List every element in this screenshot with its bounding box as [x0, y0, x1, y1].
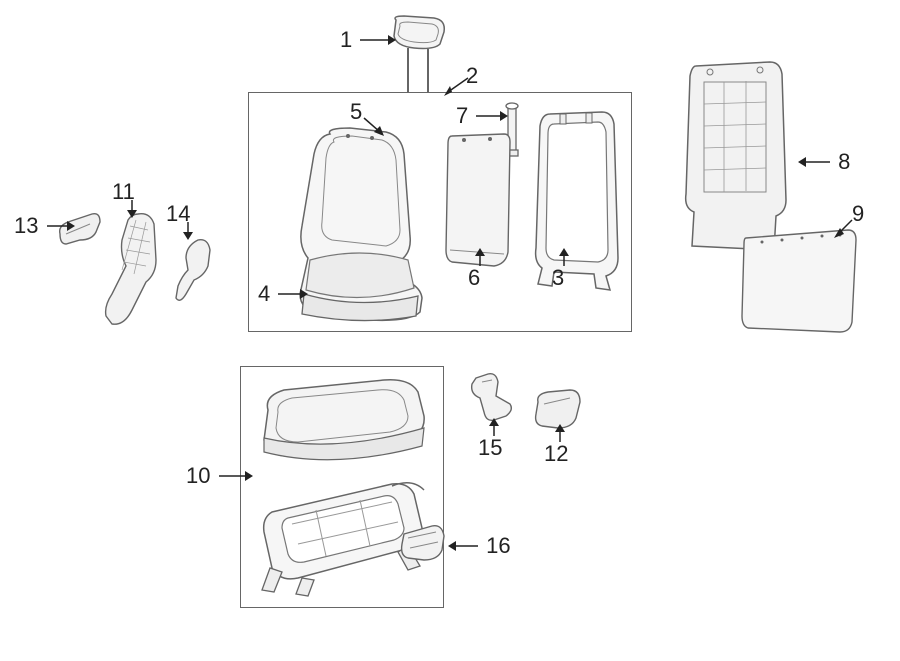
part-track-cover [398, 522, 448, 564]
arrow-9 [832, 218, 856, 240]
part-seat-back-cover [290, 126, 430, 326]
part-recliner-cover-inner [172, 236, 218, 306]
callout-13: 13 [14, 212, 75, 239]
part-recliner-cover-outer [102, 210, 162, 330]
part-seat-heater-pad [740, 228, 860, 338]
arrow-14 [180, 220, 196, 240]
callout-2: 2 [466, 62, 478, 89]
callout-1: 1 [340, 26, 396, 53]
callout-8: 8 [798, 148, 850, 175]
callout-3: 3 [552, 264, 564, 291]
parts-diagram: 1 2 5 7 4 6 3 8 [0, 0, 900, 661]
callout-4: 4 [258, 280, 308, 307]
part-seat-back-frame [532, 108, 624, 298]
callout-10: 10 [186, 462, 253, 489]
callout-12: 12 [544, 440, 568, 467]
part-seat-cushion [254, 376, 430, 466]
callout-6: 6 [468, 264, 480, 291]
arrow-5 [362, 116, 386, 138]
callout-7: 7 [456, 102, 508, 129]
callout-15: 15 [478, 434, 502, 461]
arrow-11 [124, 198, 140, 218]
callout-16: 16 [448, 532, 511, 559]
callout-5: 5 [350, 98, 362, 125]
